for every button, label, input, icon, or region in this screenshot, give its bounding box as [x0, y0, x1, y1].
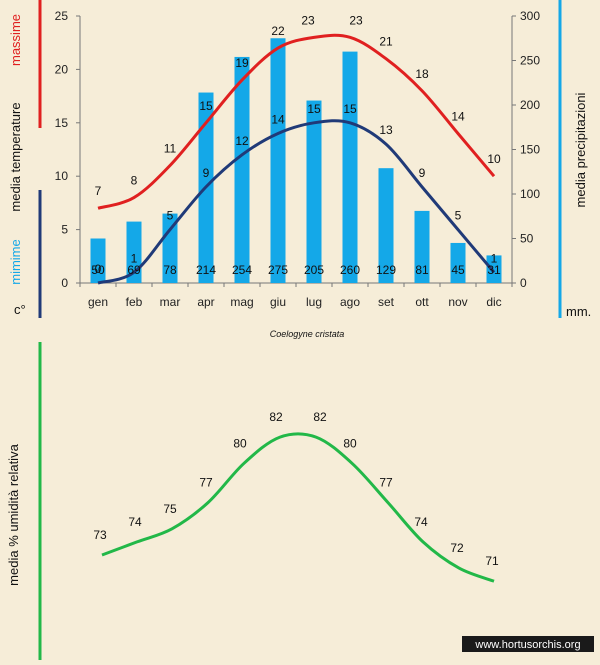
max-temperature-label: 21 — [379, 35, 393, 49]
month-label: mag — [230, 295, 253, 309]
precip-bar — [486, 255, 502, 283]
month-label: ago — [340, 295, 360, 309]
right-tick-label: 250 — [520, 54, 540, 68]
month-label: nov — [448, 295, 467, 309]
humidity-value-label: 77 — [199, 476, 213, 490]
left-tick-label: 15 — [55, 116, 69, 130]
month-label: ott — [415, 295, 429, 309]
max-temperature-label: 23 — [349, 13, 363, 27]
precip-value-label: 78 — [163, 263, 177, 277]
min-temperature-label: 14 — [271, 112, 285, 126]
right-tick-label: 0 — [520, 276, 527, 290]
precip-value-label: 69 — [127, 263, 141, 277]
max-temperature-label: 22 — [271, 24, 285, 38]
humidity-value-label: 82 — [313, 410, 327, 424]
precip-bar — [378, 168, 394, 283]
humidity-value-label: 72 — [450, 541, 464, 555]
precip-bar — [162, 213, 178, 283]
precipitation-unit: mm. — [566, 304, 591, 319]
left-tick-label: 5 — [61, 223, 68, 237]
right-tick-label: 300 — [520, 9, 540, 23]
left-tick-label: 25 — [55, 9, 69, 23]
precip-bar — [90, 238, 106, 283]
temperature-axis-title: media temperature — [8, 102, 23, 211]
max-temperature-label: 7 — [95, 184, 102, 198]
right-tick-label: 200 — [520, 98, 540, 112]
min-temperature-label: 5 — [167, 209, 174, 223]
humidity-value-label: 71 — [485, 554, 499, 568]
temperature-unit: c° — [14, 302, 26, 317]
min-temperature-label: 1 — [491, 251, 498, 265]
min-temperature-label: 5 — [455, 209, 462, 223]
humidity-value-label: 80 — [233, 436, 247, 450]
humidity-value-label: 74 — [414, 515, 428, 529]
max-temperature-label: 8 — [131, 174, 138, 188]
month-label: mar — [160, 295, 181, 309]
precip-value-label: 129 — [376, 263, 396, 277]
max-temperature-label: 15 — [199, 99, 213, 113]
humidity-axis-title: media % umidità relativa — [6, 443, 21, 585]
min-temperature-label: 9 — [419, 166, 426, 180]
precip-value-label: 31 — [487, 263, 501, 277]
month-label: set — [378, 295, 395, 309]
precip-value-label: 50 — [91, 263, 105, 277]
humidity-value-label: 80 — [343, 436, 357, 450]
left-tick-label: 0 — [61, 276, 68, 290]
right-tick-label: 100 — [520, 187, 540, 201]
precip-value-label: 214 — [196, 263, 216, 277]
month-label: apr — [197, 295, 214, 309]
precip-bar — [234, 56, 250, 283]
min-temperature-label: 13 — [379, 123, 393, 137]
min-temperature-label: 12 — [235, 134, 249, 148]
humidity-value-label: 82 — [269, 410, 283, 424]
max-temperature-label: 11 — [164, 142, 177, 156]
month-label: gen — [88, 295, 108, 309]
min-axis-title: mimime — [8, 239, 23, 285]
left-tick-label: 20 — [55, 62, 69, 76]
precip-bar — [306, 100, 322, 283]
max-temperature-label: 10 — [487, 152, 501, 166]
precip-bar — [342, 51, 358, 283]
max-temperature-label: 18 — [415, 67, 429, 81]
right-tick-label: 50 — [520, 232, 534, 246]
humidity-value-label: 74 — [128, 515, 142, 529]
max-temperature-label: 19 — [235, 56, 249, 70]
humidity-value-label: 75 — [163, 502, 177, 516]
precip-value-label: 275 — [268, 263, 288, 277]
min-temperature-label: 0 — [95, 262, 102, 276]
max-temperature-label: 14 — [451, 109, 465, 123]
humidity-value-label: 73 — [93, 528, 107, 542]
precip-bar — [414, 210, 430, 283]
watermark-background — [462, 636, 594, 652]
humidity-line — [101, 432, 495, 583]
min-temperature-label: 1 — [131, 251, 138, 265]
max-temperature-label: 23 — [301, 13, 315, 27]
watermark-text: www.hortusorchis.org — [474, 639, 580, 651]
month-label: giu — [270, 295, 286, 309]
precip-bar — [270, 38, 286, 283]
right-tick-label: 150 — [520, 143, 540, 157]
precip-value-label: 81 — [415, 263, 429, 277]
max-axis-title: massime — [8, 14, 23, 66]
min-temperature-line — [97, 119, 496, 285]
month-label: feb — [126, 295, 143, 309]
min-temperature-label: 9 — [203, 166, 210, 180]
min-temperature-label: 15 — [343, 102, 357, 116]
precip-value-label: 205 — [304, 263, 324, 277]
precip-value-label: 254 — [232, 263, 252, 277]
left-tick-label: 10 — [55, 169, 69, 183]
precip-value-label: 45 — [451, 263, 465, 277]
precip-value-label: 260 — [340, 263, 360, 277]
species-caption: Coelogyne cristata — [270, 329, 345, 339]
max-temperature-line — [97, 33, 496, 210]
precipitation-axis-title: media precipitazioni — [573, 92, 588, 207]
min-temperature-label: 15 — [307, 102, 321, 116]
month-label: dic — [486, 295, 501, 309]
month-label: lug — [306, 295, 322, 309]
humidity-value-label: 77 — [379, 476, 393, 490]
precip-bar — [450, 242, 466, 283]
